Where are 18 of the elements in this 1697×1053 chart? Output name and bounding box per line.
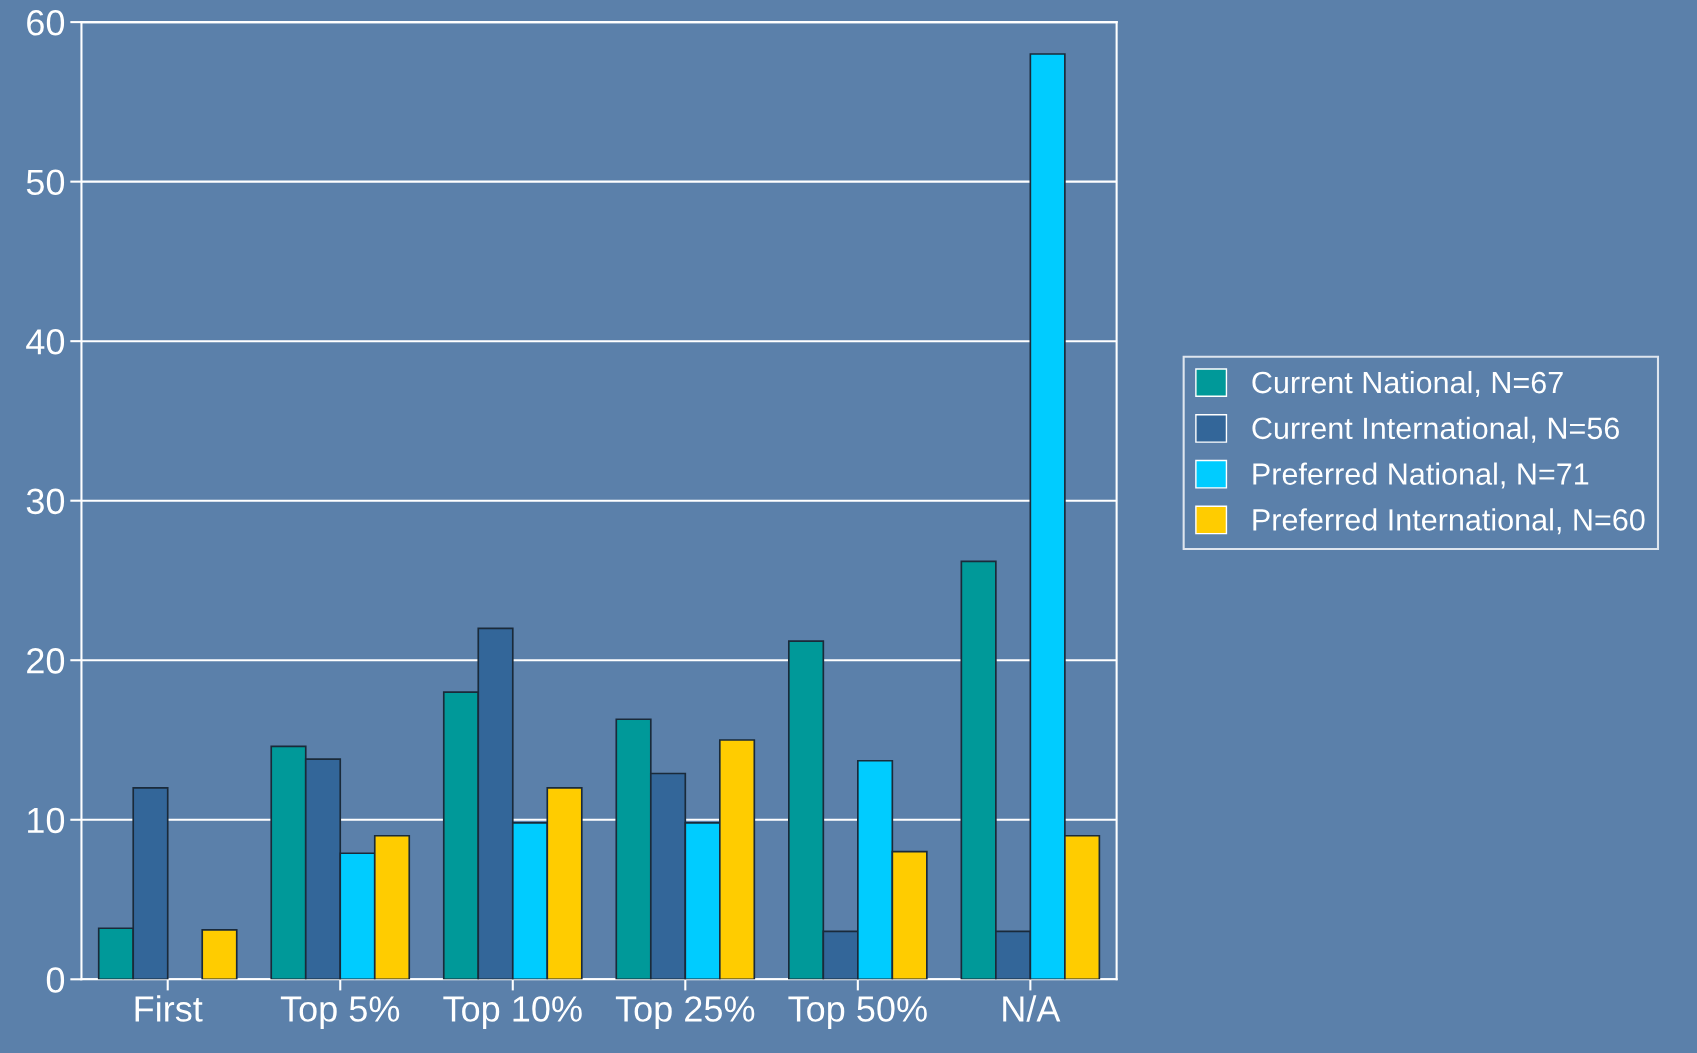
legend-label: Preferred International, N=60 — [1253, 508, 1645, 535]
x-tick-label: Top 5% — [280, 996, 400, 1029]
bar — [201, 929, 238, 980]
x-tick-label: First — [135, 995, 203, 1022]
y-tick-label: 10 — [28, 807, 65, 834]
y-tick-label: 40 — [26, 329, 65, 355]
y-tick-label: 20 — [27, 648, 65, 674]
legend-label: Current International, N=56 — [1252, 416, 1619, 443]
y-tick-label: 0 — [46, 967, 65, 993]
legend-label: Preferred National, N=71 — [1253, 462, 1589, 489]
legend-label: Current National, N=67 — [1252, 370, 1563, 398]
x-tick-label: Top 10% — [443, 996, 582, 1029]
y-tick-label: 60 — [27, 9, 65, 36]
y-tick-label: 50 — [26, 169, 65, 196]
y-tick-label: 30 — [26, 488, 65, 515]
x-tick-label: N/A — [1003, 995, 1061, 1022]
x-tick-label: Top 25% — [615, 996, 755, 1029]
x-tick-label: Top 50% — [788, 996, 927, 1029]
